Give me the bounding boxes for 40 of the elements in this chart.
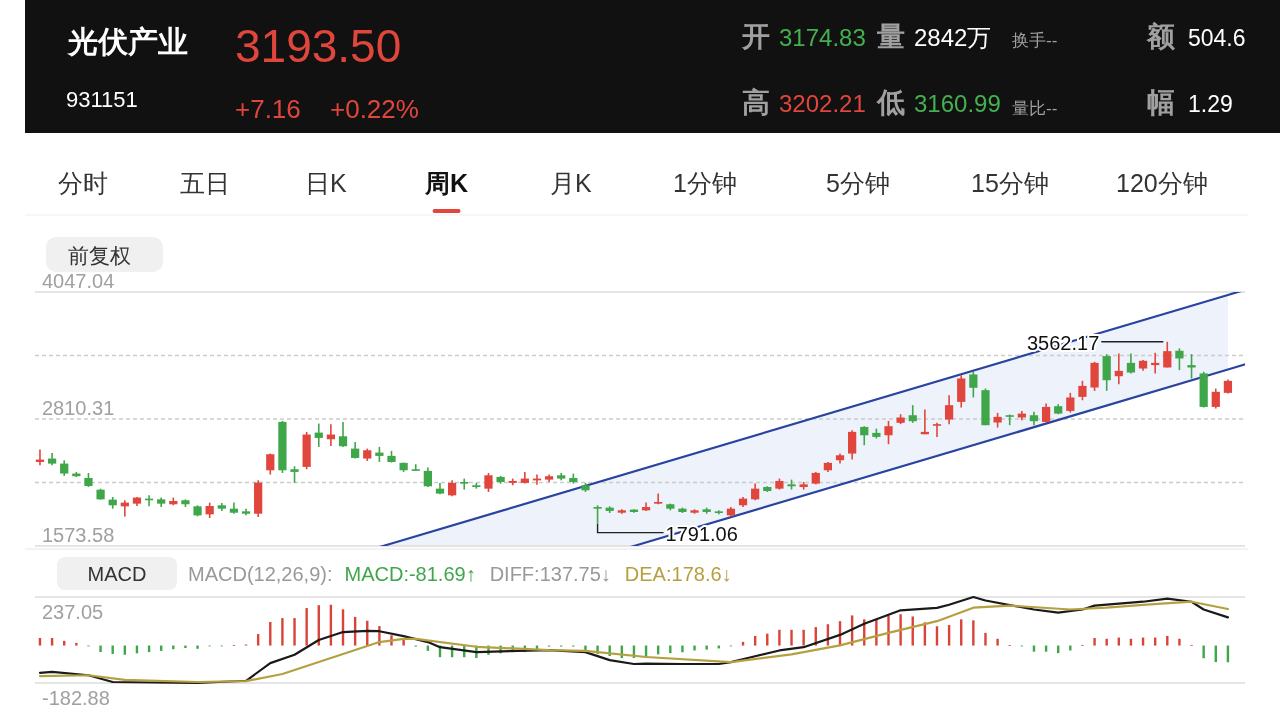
text: +0.22% [330,94,419,124]
text: 日K [305,169,347,197]
text: 3174.83 [779,24,866,51]
text: 1.29 [1188,91,1233,117]
y-tick-label: 1573.58 [42,524,115,546]
text: 量 [876,21,905,52]
text: 15分钟 [971,169,1049,197]
y-tick-label: -182.88 [42,687,110,709]
annotation: 1791.06 [665,522,738,545]
text: +7.16 [235,94,301,124]
text: 五日 [180,169,230,197]
text: 量比-- [1012,99,1058,118]
text: DIFF:137.75↓ [489,563,611,585]
text: 2842万 [914,24,992,51]
text: 分时 [58,169,108,197]
text: 前复权 [68,244,131,267]
text: 光伏产业 [66,25,188,58]
text: 1分钟 [673,169,737,197]
text: 换手-- [1012,31,1058,50]
text: 周K [424,169,469,197]
text: 高 [742,87,770,118]
text: 开 [741,21,770,52]
text: 3160.99 [914,90,1001,117]
text: 5分钟 [826,169,890,197]
text: 额 [1146,21,1176,52]
chart-title: MACD [87,563,147,585]
text: 120分钟 [1116,169,1208,197]
text: 月K [550,169,592,197]
text: 504.6 [1188,25,1246,51]
text: DEA:178.6↓ [624,563,732,585]
text: 3193.50 [235,20,402,72]
text: 931151 [66,87,138,112]
chart-subtitle: MACD(12,26,9): [188,563,333,585]
text: MACD:-81.69↑ [344,563,476,585]
y-tick-label: 4047.04 [42,270,115,292]
y-tick-label: 237.05 [42,601,104,623]
text: 幅 [1147,87,1175,118]
y-tick-label: 2810.31 [42,397,115,419]
text: 3202.21 [779,90,866,117]
text: 低 [876,87,905,118]
